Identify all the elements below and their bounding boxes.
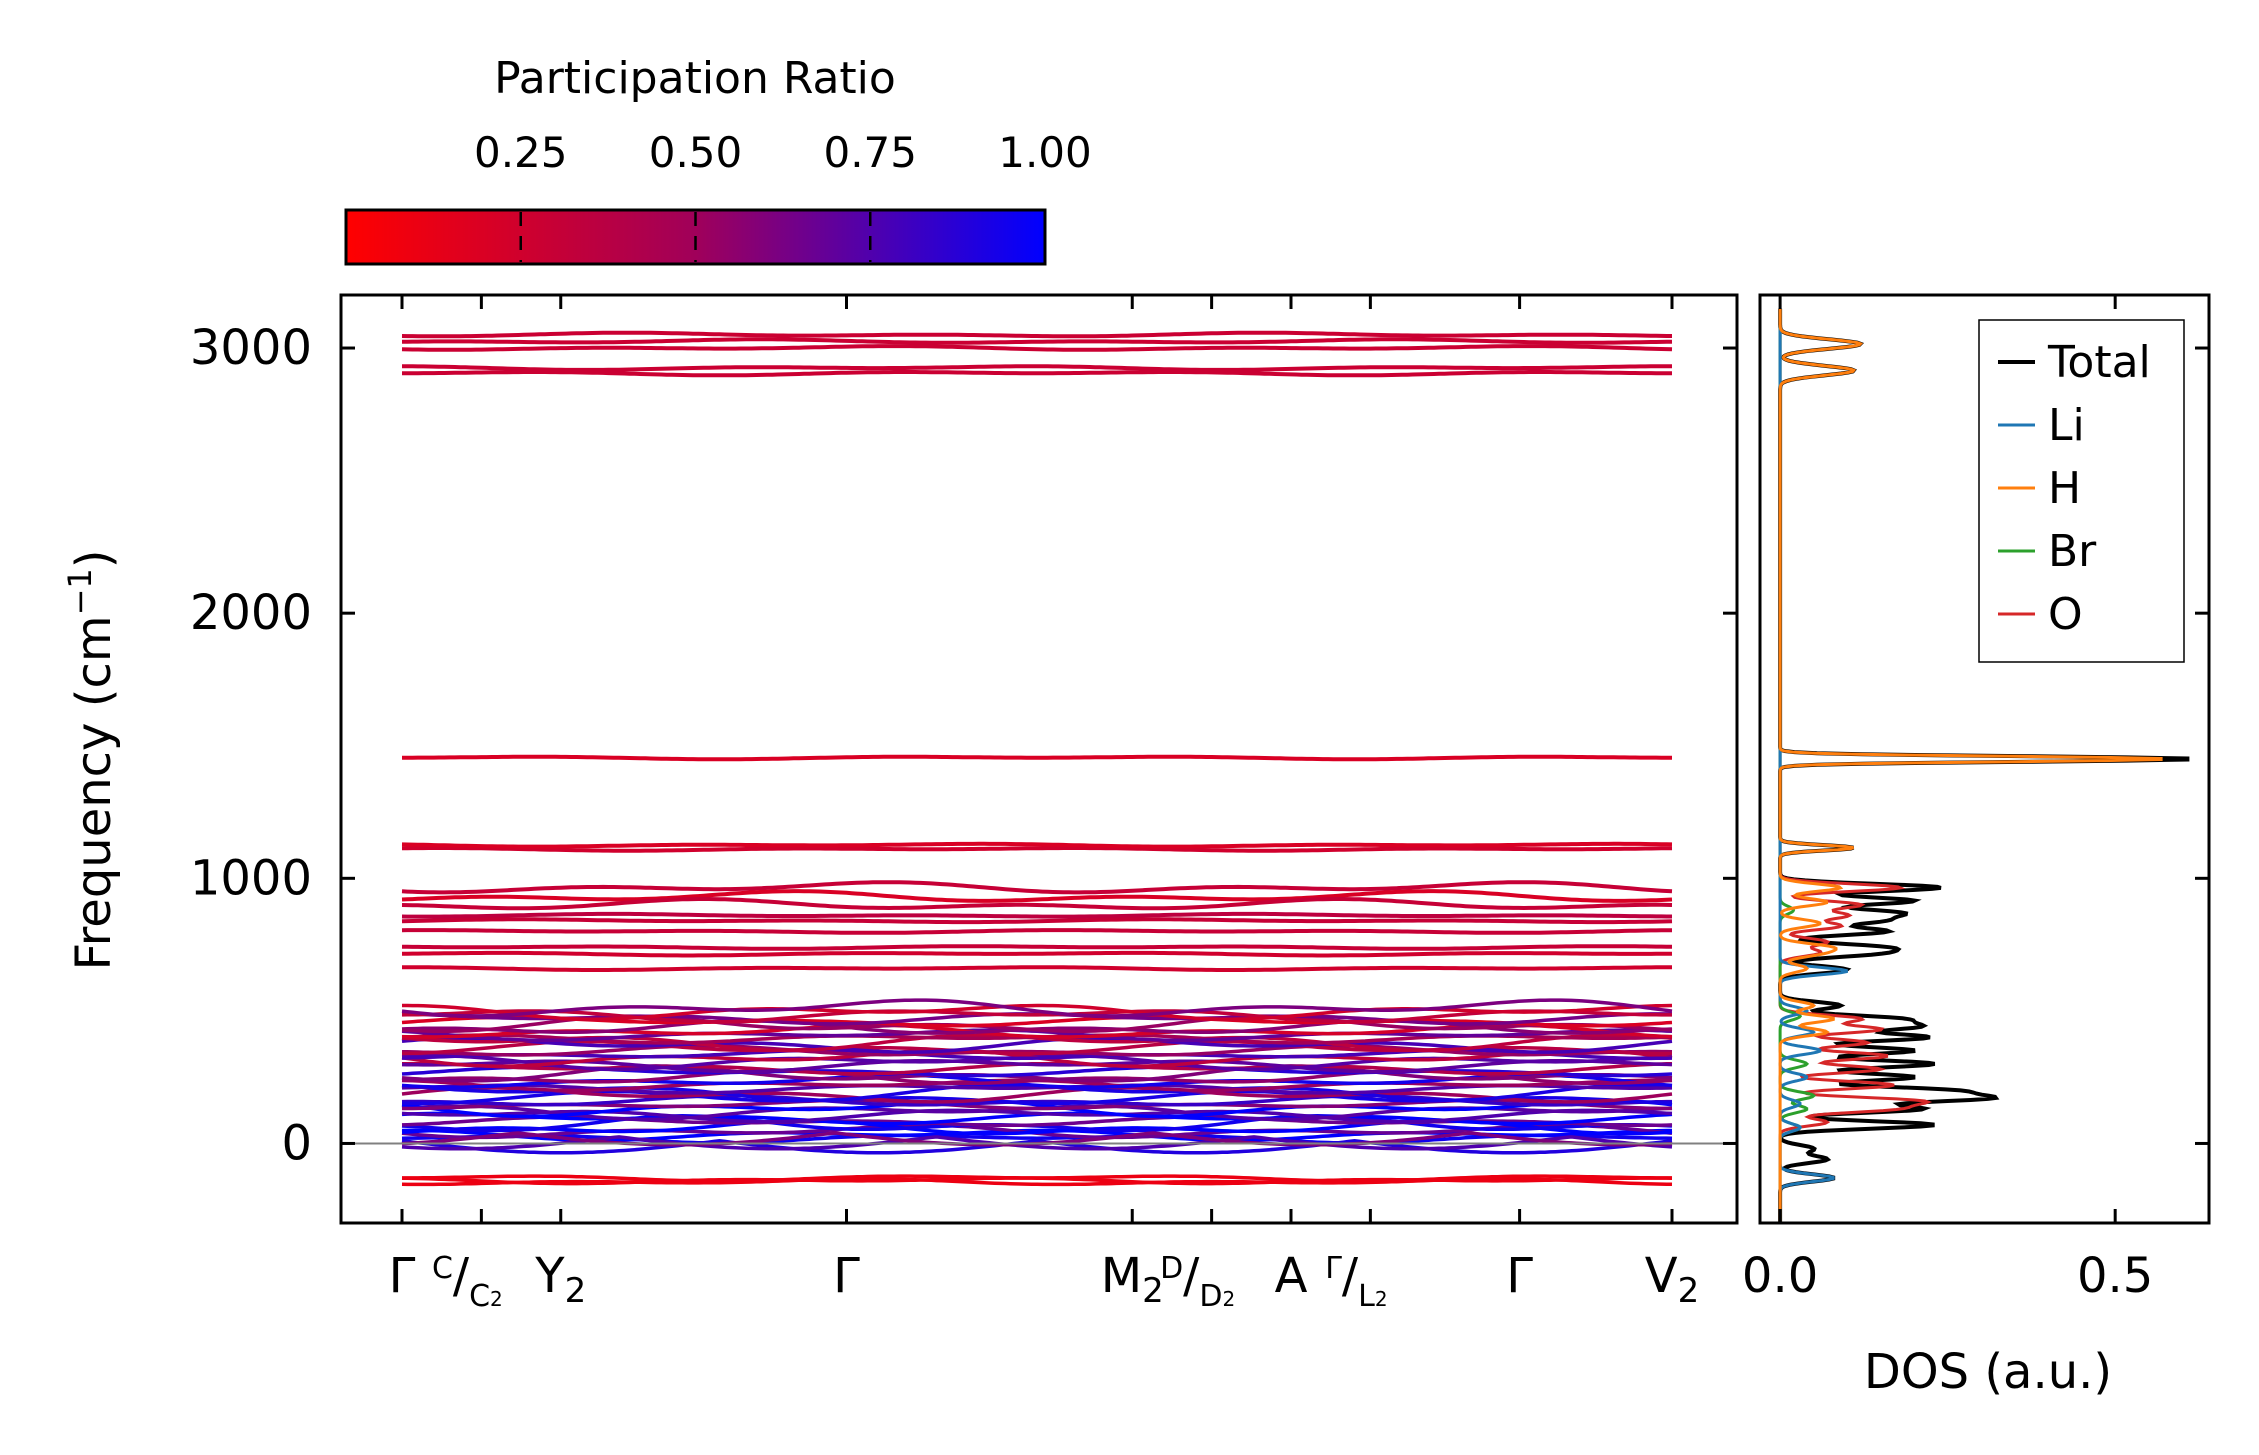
band-line-low [401, 1009, 1672, 1024]
band-line-low [401, 998, 1673, 1018]
band-line-low [402, 1003, 1673, 1021]
band-line-high [401, 344, 1673, 352]
band-line-mid [401, 944, 1672, 951]
colorbar-ticks [519, 212, 872, 262]
kpoint-label: M2 [1101, 1248, 1164, 1311]
band-line-mid [401, 911, 1672, 919]
band-plot-frame [339, 293, 1739, 1225]
legend-box [1978, 319, 2185, 663]
band-lines [401, 330, 1673, 1187]
band-line-mid [401, 880, 1673, 895]
band-line-high [402, 364, 1672, 372]
legend-label: Li [2048, 400, 2085, 451]
band-line-mid [402, 754, 1672, 762]
y-tick-label: 3000 [190, 320, 312, 376]
band-line-mid [402, 846, 1673, 853]
legend: Total Li H Br O [1978, 319, 2185, 663]
dos-panel: 0.0 0.5 DOS (a.u.) Total Li H Br O [1742, 293, 2211, 1400]
colorbar-tick-label: 0.25 [474, 128, 568, 177]
kpoint-label: Γ [389, 1248, 416, 1304]
y-axis-label-superscript: −1 [61, 568, 99, 615]
y-tick-label: 1000 [190, 850, 312, 906]
legend-label: Total [2047, 337, 2151, 388]
band-line-high [401, 330, 1672, 339]
colorbar-tick-label: 0.50 [649, 128, 743, 177]
band-line-low [401, 1086, 1673, 1104]
band-line-low [401, 1058, 1673, 1074]
dos-curves [1778, 308, 2190, 1223]
band-line-mid [402, 950, 1673, 958]
legend-label: O [2048, 589, 2083, 640]
dos-curve-h [1778, 308, 2163, 1223]
dos-x-tick-label: 0.5 [2077, 1248, 2153, 1304]
band-line-acoustic [401, 1135, 1673, 1151]
y-tick-label: 0 [281, 1115, 312, 1171]
legend-label: H [2048, 463, 2081, 514]
colorbar: Participation Ratio 0.25 0.50 0.75 1.00 [344, 53, 1092, 266]
kpoint-label: V2 [1645, 1248, 1699, 1311]
dos-tick-labels: 0.0 0.5 [1742, 1248, 2153, 1304]
band-line-high [402, 370, 1672, 378]
kpoint-label: Γ [1506, 1248, 1533, 1304]
band-line-acoustic [401, 1139, 1673, 1155]
band-line-mid [401, 917, 1673, 925]
band-line-mid [401, 897, 1673, 911]
band-line-high [402, 337, 1673, 345]
kpoint-label: Γ [833, 1248, 860, 1304]
band-line-mid [401, 841, 1673, 849]
kpoint-labels: Γ C/C2 Y2 Γ M2D/D2 A Γ/L2 Γ V2 [389, 1248, 1700, 1314]
band-line-mid [401, 928, 1672, 935]
kpoint-label-fraction: C/C2 [432, 1248, 503, 1314]
band-line-mid [402, 965, 1672, 972]
band-line-mid [401, 889, 1673, 903]
dos-x-axis-label: DOS (a.u.) [1864, 1344, 2112, 1400]
legend-label: Br [2048, 526, 2097, 577]
frequency-ticks: 0 1000 2000 3000 [190, 320, 1737, 1171]
dos-plot-frame [1758, 293, 2211, 1225]
band-line-negative [401, 1177, 1673, 1187]
colorbar-tick-label: 1.00 [998, 128, 1092, 177]
y-tick-label: 2000 [190, 585, 312, 641]
colorbar-title: Participation Ratio [494, 53, 896, 104]
band-structure-panel: 0 1000 2000 3000 Γ C/C2 Y2 Γ M2D/D2 A Γ/L2 Γ V2 Fre… [61, 293, 1739, 1314]
band-line-low [401, 1015, 1673, 1028]
colorbar-tick-label: 0.75 [823, 128, 917, 177]
dos-ticks [1778, 295, 2209, 1223]
colorbar-tick-labels: 0.25 0.50 0.75 1.00 [474, 128, 1092, 177]
y-axis-label: Frequency (cm−1) [61, 549, 122, 970]
kpoint-label: Y2 [534, 1248, 586, 1311]
kpoint-label: A [1275, 1248, 1308, 1304]
kpoint-label-fraction: D/D2 [1160, 1248, 1235, 1314]
kpoint-ticks [400, 295, 1674, 1223]
dos-x-tick-label: 0.0 [1742, 1248, 1818, 1304]
kpoint-label-fraction: Γ/L2 [1325, 1248, 1387, 1314]
band-line-low [401, 1043, 1673, 1057]
